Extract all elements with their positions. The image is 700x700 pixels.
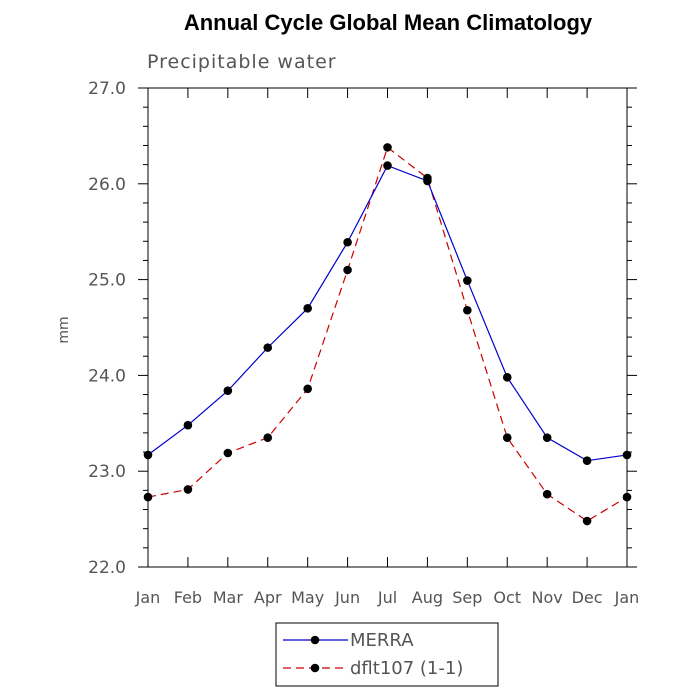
x-tick-label: Oct [493,588,521,607]
series-0-point [463,276,472,285]
x-tick-label: Jan [614,588,640,607]
x-tick-label: Jan [135,588,161,607]
series-0-point [582,456,592,465]
chart-title: Annual Cycle Global Mean Climatology [184,10,593,35]
x-tick-label: Feb [174,588,202,607]
series-1-point [263,433,273,442]
series-0-point [542,433,552,442]
series-1-point [463,305,472,315]
legend-box [275,622,499,687]
series-0-point [383,161,392,170]
series-0-point [423,176,432,186]
series-1-point [383,143,392,152]
x-tick-label: Sep [452,588,482,607]
x-tick-label: Dec [572,588,603,607]
x-tick-label: Nov [532,588,563,607]
x-tick-label: Jun [334,588,360,607]
series-line-0 [147,164,628,462]
series-0-point [223,386,233,396]
y-tick-label: 24.0 [88,366,126,386]
series-0-point [502,373,512,382]
axis-ticks: Jan Feb Mar Apr May Jun Jul Aug Sep Oct Nov Dec Jan 2… [88,79,639,607]
series-0-point [343,237,352,247]
legend: MERRA dflt107 (1-1) [275,622,499,687]
series-line-1 [147,146,628,522]
series-1-point [502,433,512,442]
series-0-point [143,450,153,460]
series-1-point [542,489,552,499]
series-0-point [303,304,312,313]
plot-frame [147,87,628,568]
series-1-point [143,492,153,502]
series-0-point [622,450,632,460]
series-1-point [582,516,592,526]
x-tick-label: Aug [412,588,443,607]
legend-label-1: dflt107 (1-1) [350,658,463,679]
y-tick-label: 25.0 [88,271,126,291]
series-1-point [183,485,193,494]
x-tick-label: Jul [377,588,397,607]
y-tick-label: 23.0 [88,462,126,482]
chart-subtitle: Precipitable water [147,51,337,73]
series-0-point [183,420,193,430]
series-1-point [223,448,233,458]
y-tick-label: 22.0 [88,558,126,578]
y-axis-label: mm [56,316,72,343]
legend-marker-0 [310,635,320,645]
series-layer [143,143,632,526]
series-1-point [343,265,352,275]
series-1-point [622,492,632,502]
y-tick-label: 27.0 [88,79,126,99]
legend-label-0: MERRA [350,630,414,651]
y-tick-label: 26.0 [88,175,126,195]
series-0-point [263,343,273,352]
x-tick-label: Mar [213,588,244,607]
x-tick-label: Apr [254,588,282,607]
series-1-point [303,384,312,394]
legend-marker-1 [310,663,320,673]
x-tick-label: May [291,588,324,607]
